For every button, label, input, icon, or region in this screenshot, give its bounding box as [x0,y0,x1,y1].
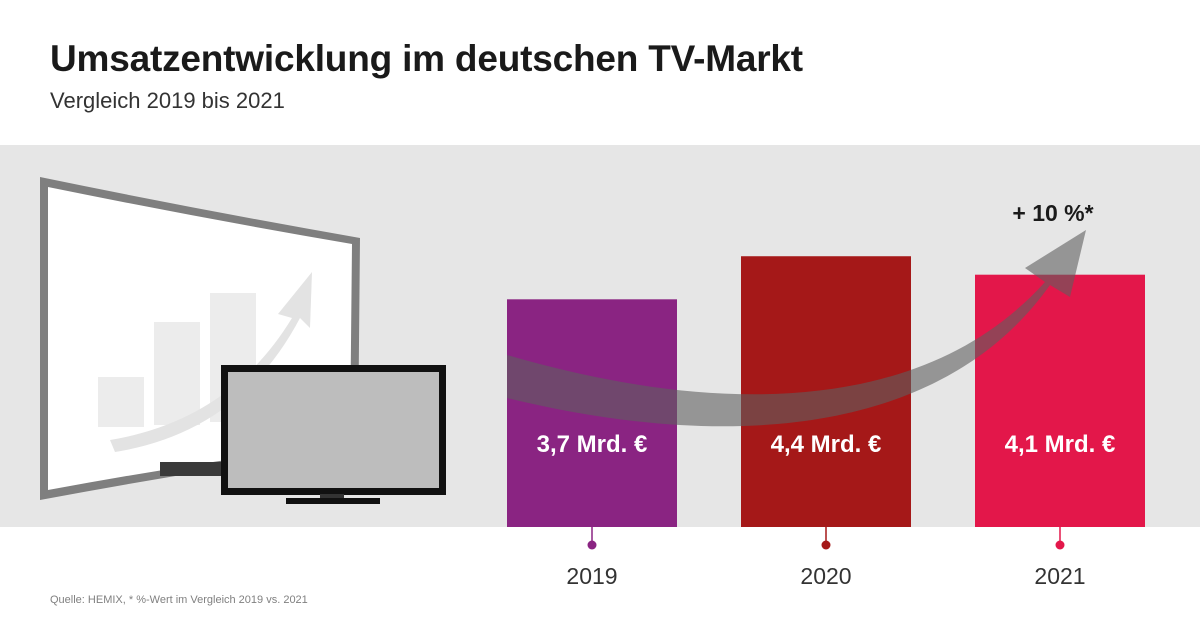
labels-group: 3,7 Mrd. € 4,4 Mrd. € 4,1 Mrd. € [537,431,1116,458]
growth-arrow-icon [110,272,312,452]
axis-marker-2020 [821,540,831,550]
value-label-2019: 3,7 Mrd. € [537,431,648,458]
change-annotation: + 10 %* [1012,200,1093,226]
axis-marker-2021 [1055,540,1065,550]
chart-subtitle: Vergleich 2019 bis 2021 [50,88,285,113]
tick-label-2019: 2019 [566,563,617,589]
flat-tv-icon [221,365,446,504]
axis-marker-2019 [587,540,597,550]
bar-2021 [975,274,1145,527]
value-label-2020: 4,4 Mrd. € [771,431,882,458]
tick-label-2020: 2020 [800,563,851,589]
chart-title: Umsatzentwicklung im deutschen TV-Markt [50,38,803,79]
x-axis: 2019 2020 2021 [566,527,1086,589]
source-note: Quelle: HEMIX, * %-Wert im Vergleich 201… [50,594,308,606]
tick-label-2021: 2021 [1034,563,1085,589]
trend-arrow-icon [507,230,1086,427]
value-label-2021: 4,1 Mrd. € [1005,431,1116,458]
